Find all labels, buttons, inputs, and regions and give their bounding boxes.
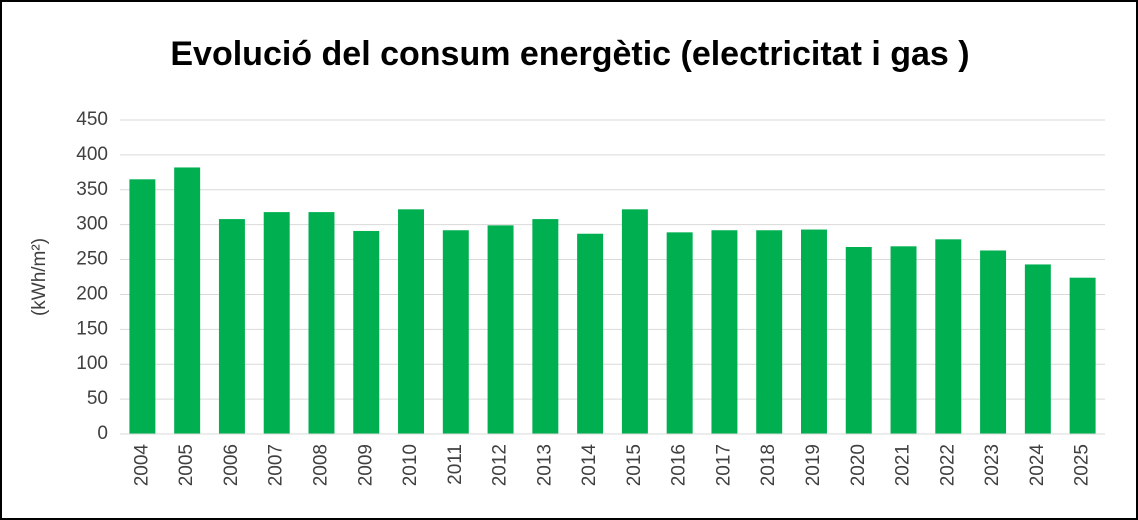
x-tick-label: 2018	[758, 444, 779, 486]
x-tick-label: 2023	[982, 444, 1003, 486]
x-tick-label: 2013	[534, 444, 555, 486]
bar	[308, 212, 335, 434]
bar	[532, 219, 559, 434]
x-tick-label: 2016	[669, 444, 690, 486]
x-tick-label: 2022	[937, 444, 958, 486]
bar	[442, 230, 469, 434]
bar	[711, 230, 738, 434]
bar	[666, 232, 693, 434]
chart-title: Evolució del consum energètic (electrici…	[170, 35, 969, 73]
bar	[174, 167, 201, 434]
bar	[487, 225, 514, 434]
bar	[1069, 277, 1096, 434]
x-tick-label: 2011	[445, 444, 466, 485]
bar	[800, 229, 827, 434]
bar	[218, 219, 245, 434]
x-tick-label: 2006	[221, 444, 242, 486]
bar	[935, 239, 962, 434]
x-tick-label: 2024	[1027, 444, 1048, 487]
x-tick-label: 2025	[1072, 444, 1093, 486]
bar	[353, 230, 380, 434]
y-tick-label: 250	[76, 249, 108, 270]
x-tick-label: 2005	[176, 444, 197, 486]
x-tick-label: 2009	[355, 444, 376, 486]
y-tick-label: 350	[76, 179, 108, 200]
x-tick-label: 2021	[893, 444, 914, 486]
x-tick-label: 2012	[490, 444, 511, 486]
x-tick-label: 2008	[310, 444, 331, 486]
y-tick-label: 300	[76, 214, 108, 235]
bar	[980, 250, 1007, 434]
y-tick-label: 450	[76, 109, 108, 130]
x-tick-label: 2014	[579, 444, 600, 487]
y-tick-label: 400	[76, 144, 108, 165]
x-tick-label: 2019	[803, 444, 824, 486]
x-tick-label: 2010	[400, 444, 421, 486]
bar	[845, 246, 872, 434]
bar	[756, 230, 783, 434]
x-tick-label: 2004	[131, 444, 152, 487]
x-tick-label: 2015	[624, 444, 645, 486]
bar	[263, 212, 290, 434]
y-tick-label: 150	[76, 318, 108, 339]
bar	[890, 246, 917, 434]
x-tick-label: 2007	[266, 444, 287, 486]
y-tick-label: 0	[97, 423, 108, 444]
y-tick-label: 100	[76, 353, 108, 374]
x-tick-label: 2017	[713, 444, 734, 486]
bar	[1024, 264, 1051, 434]
bar	[577, 233, 604, 434]
y-tick-label: 50	[87, 388, 108, 409]
bar	[398, 209, 425, 434]
y-axis-label: (kWh/m²)	[29, 238, 50, 316]
x-tick-label: 2020	[848, 444, 869, 486]
y-tick-label: 200	[76, 283, 108, 304]
bar	[129, 179, 156, 434]
bar	[621, 209, 648, 434]
